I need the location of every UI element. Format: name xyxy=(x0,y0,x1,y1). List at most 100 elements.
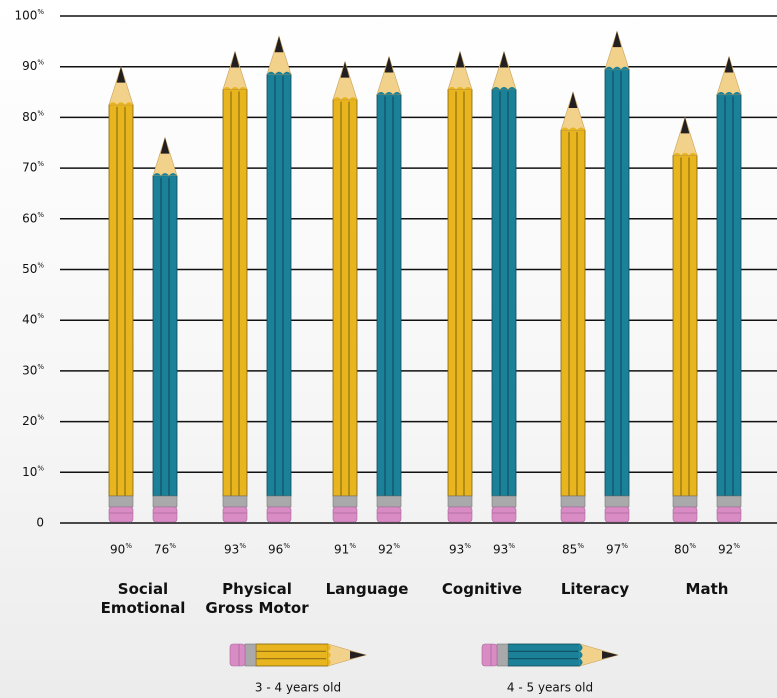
pencil-body xyxy=(222,89,248,497)
category-label: Physical Gross Motor xyxy=(205,580,309,617)
pencil-scallop xyxy=(333,97,357,100)
pencil-eraser xyxy=(481,643,498,667)
pencil-scallop xyxy=(267,71,291,75)
pencil-ferrule xyxy=(496,643,509,667)
pencil-scallop xyxy=(717,92,741,95)
pencil-lead xyxy=(612,31,622,48)
pencil-eraser xyxy=(152,506,178,523)
pencil-eraser xyxy=(447,506,473,523)
value-label: 90% xyxy=(110,542,132,557)
category-label: Math xyxy=(685,580,729,598)
pencil-eraser xyxy=(672,506,698,523)
pencil-body xyxy=(152,175,178,497)
pencil-bar xyxy=(108,65,134,523)
pencil-lead xyxy=(724,56,734,73)
pencil-bar xyxy=(560,91,586,523)
pencil-eraser xyxy=(560,506,586,523)
value-label: 93% xyxy=(224,542,246,557)
category-label: Literacy xyxy=(560,580,630,598)
pencil-lead xyxy=(602,651,618,659)
pencil-eraser xyxy=(266,506,292,523)
value-label: 97% xyxy=(606,542,628,557)
pencil-body xyxy=(507,643,581,667)
category-label: Language xyxy=(325,580,409,598)
pencil-body xyxy=(672,154,698,497)
pencil-body xyxy=(604,68,630,497)
pencil-ferrule xyxy=(447,495,473,508)
pencil-scallop xyxy=(328,644,331,666)
pencil-ferrule xyxy=(152,495,178,508)
pencil-eraser xyxy=(222,506,248,523)
pencil-ferrule xyxy=(716,495,742,508)
legend-swatch xyxy=(229,643,368,667)
pencil-ferrule xyxy=(376,495,402,508)
pencil-scallop xyxy=(492,86,516,90)
pencil-scallop xyxy=(605,66,629,70)
pencil-lead xyxy=(350,651,366,659)
pencil-eraser xyxy=(108,506,134,523)
pencil-lead xyxy=(680,117,690,134)
y-tick-label: 100% xyxy=(14,8,44,23)
y-tick-label: 0 xyxy=(36,516,44,530)
pencil-scallop xyxy=(561,127,585,131)
pencil-lead xyxy=(384,56,394,73)
value-label: 96% xyxy=(268,542,290,557)
pencil-lead xyxy=(340,61,350,78)
pencil-lead xyxy=(274,36,284,53)
pencil-lead xyxy=(116,66,126,83)
category-label: Social Emotional xyxy=(100,580,186,617)
y-tick-label: 20% xyxy=(22,414,44,429)
pencil-bar xyxy=(672,116,698,523)
pencil-ferrule xyxy=(244,643,257,667)
pencil-bar xyxy=(376,55,402,523)
legend-label: 4 - 5 years old xyxy=(507,681,593,695)
y-tick-label: 40% xyxy=(22,312,44,327)
pencil-bar xyxy=(266,35,292,523)
pencil-bar xyxy=(152,136,178,523)
y-tick-label: 60% xyxy=(22,211,44,226)
pencil-bar xyxy=(332,60,358,523)
value-label: 93% xyxy=(493,542,515,557)
pencil-eraser xyxy=(332,506,358,523)
pencil-scallop xyxy=(673,152,697,156)
category-label: Cognitive xyxy=(441,580,523,598)
pencil-ferrule xyxy=(222,495,248,508)
y-tick-label: 30% xyxy=(22,363,44,378)
pencil-lead xyxy=(230,51,240,68)
value-label: 80% xyxy=(674,542,696,557)
legend-label: 3 - 4 years old xyxy=(255,681,341,695)
y-tick-label: 50% xyxy=(22,262,44,277)
legend-swatch xyxy=(481,643,620,667)
pencil-lead xyxy=(568,92,578,109)
pencil-eraser xyxy=(604,506,630,523)
pencil-bar xyxy=(222,50,248,523)
pencil-body xyxy=(491,89,517,497)
pencil-body xyxy=(560,129,586,497)
value-label: 92% xyxy=(718,542,740,557)
pencil-ferrule xyxy=(491,495,517,508)
value-label: 93% xyxy=(449,542,471,557)
pencil-ferrule xyxy=(332,495,358,508)
value-label: 85% xyxy=(562,542,584,557)
pencil-lead xyxy=(455,51,465,68)
pencil-body xyxy=(447,89,473,497)
y-tick-label: 90% xyxy=(22,59,44,74)
pencil-bar xyxy=(604,30,630,523)
pencil-body xyxy=(266,73,292,497)
pencil-scallop xyxy=(153,173,177,176)
pencil-body xyxy=(108,104,134,497)
pencil-body xyxy=(332,99,358,497)
pencil-scallop xyxy=(223,86,247,90)
pencil-body xyxy=(716,94,742,497)
pencil-ferrule xyxy=(560,495,586,508)
pencil-eraser xyxy=(376,506,402,523)
pencil-scallop xyxy=(448,86,472,90)
pencil-body xyxy=(376,94,402,497)
pencil-scallop xyxy=(580,644,583,666)
pencil-bar xyxy=(716,55,742,523)
pencil-eraser xyxy=(491,506,517,523)
pencil-ferrule xyxy=(266,495,292,508)
pencil-body xyxy=(255,643,329,667)
